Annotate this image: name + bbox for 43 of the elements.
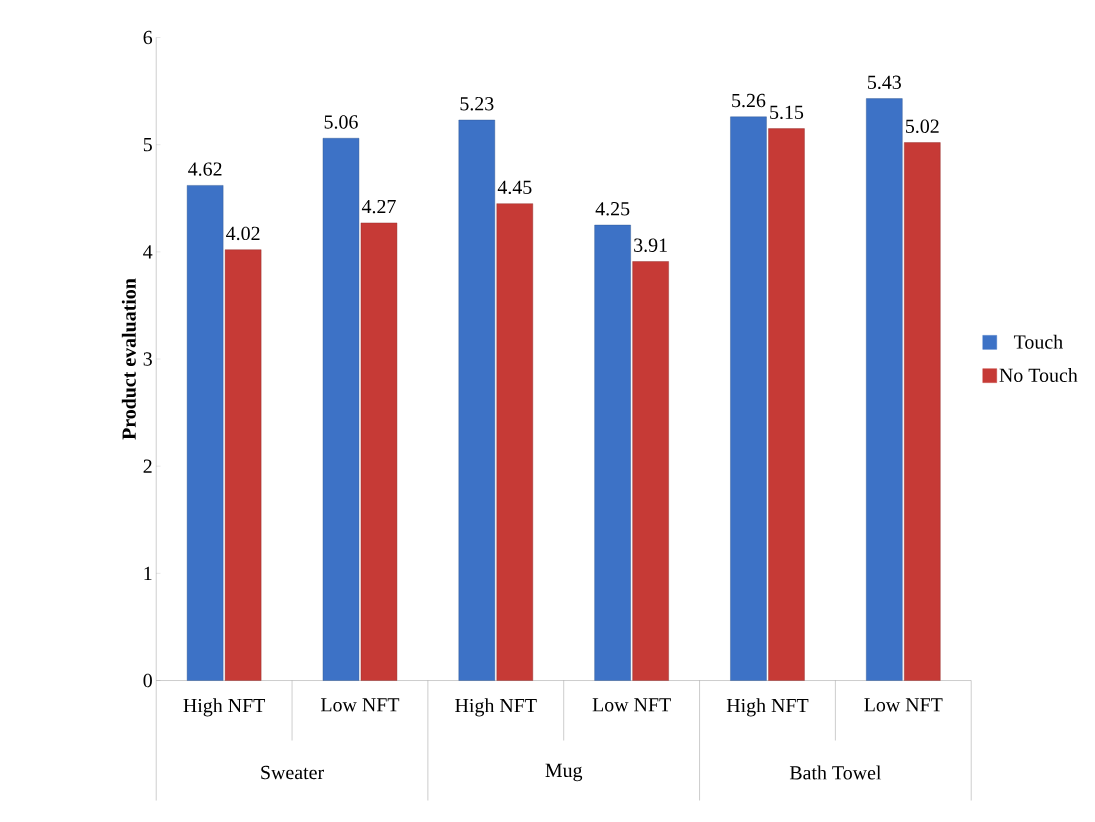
y-tick-label: 6 [143, 30, 153, 45]
bar [458, 119, 495, 681]
x-tick-label: High NFT [455, 698, 537, 717]
data-label: 3.91 [634, 238, 667, 252]
legend-label: Touch [1013, 334, 1063, 349]
data-label: 5.23 [460, 97, 494, 111]
bar [360, 222, 398, 681]
text: Mug [545, 763, 583, 782]
x-tick-label: Low NFT [592, 698, 671, 712]
bar [632, 261, 669, 681]
text: Sweater [261, 765, 324, 780]
y-tick-label: 0 [143, 673, 152, 688]
data-label: 5.43 [868, 75, 901, 90]
y-tick-label: 2 [143, 459, 152, 473]
data-label: 4.02 [226, 226, 260, 241]
bar [186, 185, 224, 681]
y-tick-label: 5 [143, 138, 152, 152]
data-label: 4.27 [361, 199, 396, 214]
y-tick-label: 1 [144, 566, 152, 580]
bar [594, 224, 631, 681]
x-tick-label: High NFT [726, 698, 809, 717]
data-label: 4.62 [188, 162, 222, 176]
bar [496, 203, 533, 681]
data-label: 4.25 [595, 202, 630, 216]
text: Bath Towel [789, 765, 882, 780]
bar [768, 128, 805, 681]
data-label: 5.02 [906, 119, 939, 134]
x-tick-label: Low NFT [320, 698, 400, 712]
x-tick-label: Low NFT [864, 698, 943, 712]
data-label: 5.06 [324, 115, 358, 129]
y-axis-title: Product evaluation [121, 278, 136, 440]
bar [730, 116, 767, 681]
bar [322, 138, 360, 681]
y-tick-label: 4 [143, 245, 153, 259]
data-label: 5.15 [770, 105, 804, 120]
y-tick-label: 3 [143, 352, 152, 366]
data-label: 4.45 [497, 180, 532, 195]
data-label: 5.26 [732, 93, 766, 108]
legend-label: No Touch [999, 368, 1078, 383]
bar [904, 142, 941, 681]
bar [224, 249, 262, 681]
x-tick-label: High NFT [183, 698, 266, 717]
bar [866, 98, 903, 681]
